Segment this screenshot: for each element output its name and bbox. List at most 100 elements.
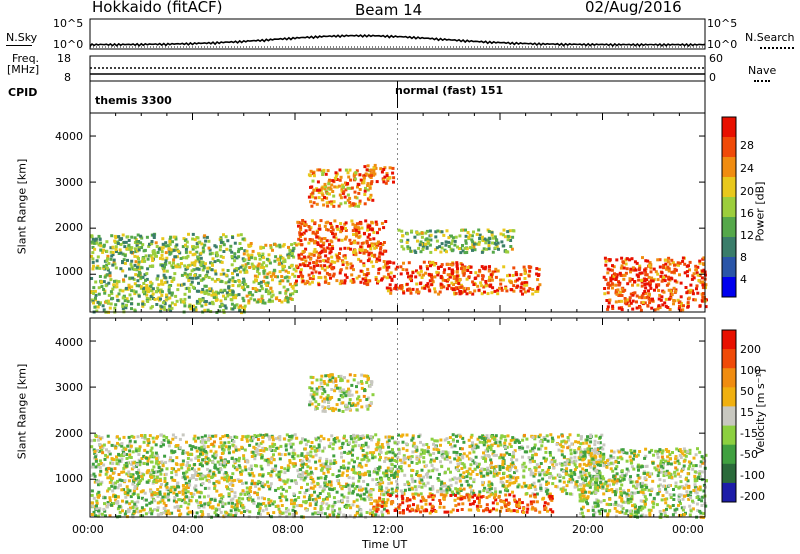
power-cell-2 xyxy=(324,280,328,284)
nave-legend-line xyxy=(754,80,770,82)
power-cell-1 xyxy=(283,276,287,280)
power-cell-7 xyxy=(500,288,504,292)
power-cell-0 xyxy=(169,248,173,252)
power-cell-5 xyxy=(443,279,447,282)
velocity-cell-0 xyxy=(163,477,167,480)
velocity-cell-0 xyxy=(123,512,127,516)
power-cell-0 xyxy=(95,241,99,245)
velocity-cell-0 xyxy=(147,479,151,483)
velocity-cell-0 xyxy=(97,438,100,442)
power-cell-2 xyxy=(375,243,379,247)
velocity-cell-0 xyxy=(327,504,331,508)
velocity-cell-0 xyxy=(305,488,309,492)
power-cell-2 xyxy=(365,273,369,277)
power-cell-2 xyxy=(328,247,332,251)
power-cell-7 xyxy=(490,291,494,295)
velocity-cell-0 xyxy=(130,462,134,466)
velocity-cell-0 xyxy=(207,486,211,490)
velocity-cell-0 xyxy=(378,448,382,452)
power-cell-2 xyxy=(302,255,306,259)
power-cell-2 xyxy=(369,251,373,255)
power-cell-8 xyxy=(622,261,626,265)
velocity-cell-0 xyxy=(292,502,296,505)
power-cell-0 xyxy=(204,303,208,307)
velocity-cell-0 xyxy=(298,491,302,494)
velocity-cell-1 xyxy=(357,395,361,399)
power-cell-2 xyxy=(343,237,347,241)
power-cell-0 xyxy=(123,261,127,265)
velocity-cell-0 xyxy=(251,498,255,502)
velocity-cell-0 xyxy=(332,442,336,446)
velocity-cell-0 xyxy=(155,476,159,479)
power-cell-5 xyxy=(439,282,443,286)
velocity-cell-0 xyxy=(159,479,163,482)
power-cell-3 xyxy=(348,196,352,200)
power-cell-0 xyxy=(123,245,127,249)
velocity-cell-0 xyxy=(261,485,265,489)
velocity-cell-0 xyxy=(161,464,165,468)
power-cell-1 xyxy=(290,252,294,255)
power-cell-0 xyxy=(168,291,172,295)
power-cell-0 xyxy=(175,243,179,247)
velocity-cell-0 xyxy=(313,484,317,488)
velocity-cell-0 xyxy=(293,499,297,502)
power-cell-5 xyxy=(406,271,410,275)
velocity-cell-0 xyxy=(157,466,161,469)
velocity-cell-0 xyxy=(376,441,380,445)
velocity-cell-0 xyxy=(246,490,250,494)
power-cell-0 xyxy=(207,292,211,296)
power-cell-0 xyxy=(92,286,96,290)
power-cell-8 xyxy=(644,291,648,295)
power-cell-7 xyxy=(523,290,527,294)
power-cell-0 xyxy=(118,248,122,252)
power-cell-5 xyxy=(387,265,391,269)
power-cell-5 xyxy=(433,290,437,294)
velocity-cbar-tick-m15: -15 xyxy=(740,427,758,440)
power-cell-6 xyxy=(451,239,455,243)
power-cell-0 xyxy=(166,244,170,248)
power-cell-2 xyxy=(382,275,386,279)
power-cell-0 xyxy=(198,274,202,278)
velocity-cell-0 xyxy=(203,502,207,506)
velocity-cell-0 xyxy=(155,459,159,463)
power-cell-0 xyxy=(163,265,166,269)
power-cell-1 xyxy=(247,291,251,295)
velocity-cell-0 xyxy=(337,439,341,443)
velocity-cell-0 xyxy=(122,446,126,450)
velocity-cell-0 xyxy=(110,443,114,447)
power-cell-0 xyxy=(105,240,109,244)
velocity-cell-0 xyxy=(278,438,282,442)
power-cell-1 xyxy=(253,287,257,290)
power-cell-2 xyxy=(357,231,361,234)
velocity-cell-0 xyxy=(198,495,202,499)
power-cell-1 xyxy=(286,299,289,303)
power-cell-8 xyxy=(657,289,661,292)
velocity-cell-0 xyxy=(105,470,109,474)
velocity-cell-0 xyxy=(165,467,169,471)
power-cell-2 xyxy=(304,247,308,251)
velocity-cell-0 xyxy=(303,455,307,459)
power-cell-6 xyxy=(439,250,443,254)
power-cell-0 xyxy=(187,295,191,299)
power-cell-0 xyxy=(161,237,165,241)
power-cell-2 xyxy=(295,279,298,283)
power-cell-0 xyxy=(168,239,172,243)
velocity-cell-1 xyxy=(321,399,325,403)
velocity-cell-2 xyxy=(568,433,572,437)
power-cell-2 xyxy=(300,257,304,261)
power-cell-2 xyxy=(318,227,322,231)
power-cell-8 xyxy=(649,266,653,270)
power-cell-3 xyxy=(358,199,362,203)
power-cell-5 xyxy=(411,271,415,275)
velocity-cell-0 xyxy=(316,511,320,514)
velocity-cell-2 xyxy=(475,473,479,476)
velocity-cell-0 xyxy=(143,434,147,437)
velocity-cell-0 xyxy=(116,479,119,483)
power-cell-0 xyxy=(231,290,235,294)
velocity-cell-0 xyxy=(118,443,122,447)
velocity-cell-0 xyxy=(186,486,190,489)
velocity-cell-2 xyxy=(581,453,585,457)
cpid-label: CPID xyxy=(8,86,38,99)
power-cell-1 xyxy=(281,279,285,283)
power-cell-0 xyxy=(164,259,168,263)
